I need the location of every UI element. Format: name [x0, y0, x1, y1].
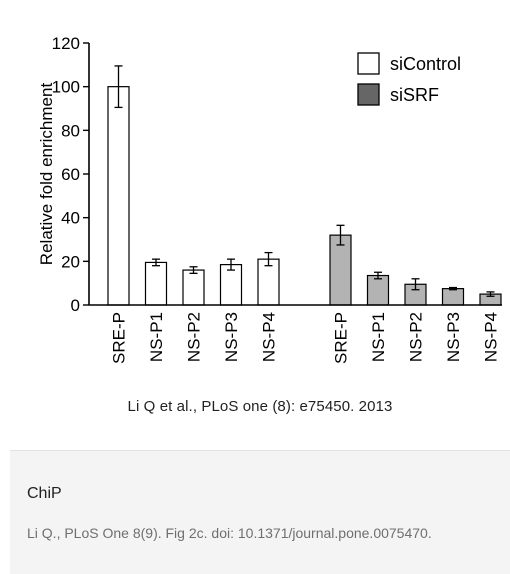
- caption-title: ChiP: [27, 485, 62, 502]
- x-tick-label: NS-P2: [185, 312, 204, 362]
- y-tick-label: 40: [61, 209, 80, 228]
- bar-sicontrol: [144, 261, 168, 306]
- x-tick-label: NS-P4: [260, 312, 279, 362]
- x-tick-label: NS-P2: [407, 312, 426, 362]
- bar-sisrf: [329, 234, 352, 306]
- bar-sicontrol: [182, 269, 205, 306]
- figure-citation: Li Q et al., PLoS one (8): e75450. 2013: [127, 398, 393, 415]
- x-tick-label: SRE-P: [110, 312, 129, 364]
- bar-sicontrol: [107, 86, 130, 306]
- y-tick-label: 0: [71, 296, 80, 315]
- legend-label-sicontrol: siControl: [390, 54, 461, 74]
- x-tick-label: NS-P3: [222, 312, 241, 362]
- chip-bar-chart: 0 20 40 60 80 100 120 Relative fold enrichment S…: [37, 34, 502, 364]
- legend-swatch-sicontrol: [357, 52, 380, 75]
- legend-label-sisrf: siSRF: [390, 85, 439, 105]
- x-tick-label: NS-P4: [482, 312, 501, 362]
- bar-sisrf: [441, 288, 465, 306]
- x-tick-label: NS-P3: [444, 312, 463, 362]
- y-tick-label: 120: [52, 34, 80, 53]
- y-axis-title: Relative fold enrichment: [37, 83, 56, 266]
- figure-panel: 0 20 40 60 80 100 120 Relative fold enrichment S…: [10, 0, 510, 451]
- bar-sisrf: [366, 274, 390, 306]
- figure-card: 0 20 40 60 80 100 120 Relative fold enrichment S…: [10, 0, 510, 574]
- x-tick-label: NS-P1: [369, 312, 388, 362]
- y-tick-label: 20: [61, 252, 80, 271]
- legend-swatch-sisrf: [357, 83, 380, 106]
- caption-reference: Li Q., PLoS One 8(9). Fig 2c. doi: 10.13…: [27, 525, 432, 541]
- y-tick-label: 80: [61, 121, 80, 140]
- x-tick-label: SRE-P: [332, 312, 351, 364]
- y-tick-label: 60: [61, 165, 80, 184]
- x-tick-label: NS-P1: [147, 312, 166, 362]
- y-tick-label: 100: [52, 78, 80, 97]
